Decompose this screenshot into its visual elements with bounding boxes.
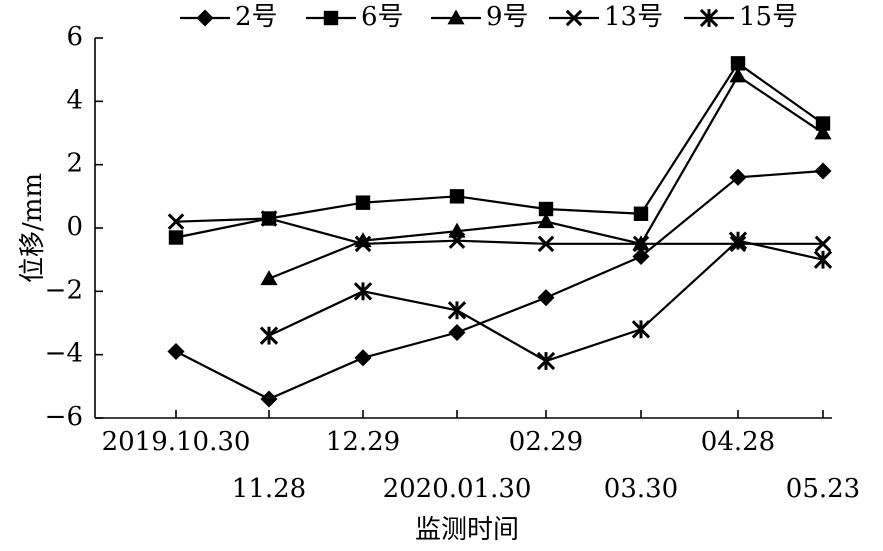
- data-point-asterisk: [353, 282, 373, 301]
- data-point-diamond: [632, 247, 650, 266]
- series-2号: [167, 162, 832, 408]
- legend-label: 6号: [361, 2, 404, 32]
- x-tick-label: 2019.10.30: [102, 427, 251, 457]
- legend-item: 6号: [306, 2, 404, 32]
- x-marker-stroke: [537, 235, 555, 253]
- x-marker-stroke: [814, 235, 832, 253]
- legend: 2号 6号 9号 13号 15号: [180, 2, 798, 32]
- data-point-diamond: [260, 390, 278, 408]
- x-tick-label: 02.29: [509, 427, 583, 457]
- y-tick-label: −4: [45, 339, 83, 369]
- data-point-x: [167, 213, 185, 230]
- legend-label: 13号: [604, 2, 663, 32]
- data-point-x: [354, 235, 372, 253]
- data-point-asterisk: [699, 8, 719, 28]
- data-point-asterisk: [536, 351, 556, 371]
- data-point-asterisk: [447, 301, 467, 320]
- y-tick-label: 6: [66, 22, 83, 52]
- data-point-x: [814, 235, 832, 253]
- data-point-square: [355, 195, 371, 210]
- x-marker-stroke: [260, 210, 278, 227]
- data-point-triangle: [260, 270, 278, 286]
- y-tick-label: −6: [45, 402, 83, 432]
- x-tick-label: 2020.01.30: [383, 474, 532, 504]
- legend-label: 9号: [486, 2, 529, 32]
- x-tick-label: 04.28: [701, 427, 775, 457]
- data-point-asterisk: [728, 231, 748, 250]
- data-point-asterisk: [813, 250, 833, 269]
- data-point-diamond: [167, 342, 185, 361]
- series-line: [175, 217, 823, 245]
- data-point-square: [815, 116, 831, 131]
- x-tick-label: 03.30: [604, 474, 678, 504]
- data-point-x: [448, 232, 466, 249]
- series-15号: [259, 231, 833, 371]
- data-point-asterisk: [259, 326, 279, 345]
- x-marker-stroke: [354, 235, 372, 253]
- series-line: [175, 61, 824, 239]
- y-tick-label: −2: [45, 275, 83, 305]
- x-marker-stroke: [167, 213, 185, 230]
- data-point-diamond: [729, 168, 747, 186]
- legend-item: 15号: [684, 2, 798, 32]
- series-13号: [167, 210, 832, 253]
- y-axis-title: 位移/mm: [18, 173, 48, 283]
- x-tick-label: 12.29: [326, 427, 400, 457]
- data-point-square: [730, 56, 746, 71]
- plot-area: [167, 56, 833, 408]
- y-tick-label: 4: [66, 85, 83, 115]
- legend-label: 2号: [235, 2, 278, 32]
- data-point-square: [449, 189, 465, 204]
- data-point-triangle: [448, 222, 466, 238]
- series-line: [175, 169, 824, 401]
- x-tick-label: 05.23: [786, 474, 860, 504]
- data-point-x: [632, 235, 650, 253]
- data-point-x: [565, 9, 583, 27]
- data-point-x: [260, 210, 278, 227]
- data-point-diamond: [448, 323, 466, 342]
- legend-item: 13号: [549, 2, 663, 32]
- data-point-square: [323, 10, 339, 26]
- data-point-square: [168, 230, 184, 245]
- data-point-square: [538, 201, 554, 217]
- data-point-x: [537, 235, 555, 253]
- legend-item: 2号: [180, 2, 278, 32]
- legend-label: 15号: [739, 2, 798, 32]
- x-tick-label: 11.28: [232, 474, 306, 504]
- axes: [94, 38, 832, 419]
- legend-item: 9号: [431, 2, 529, 32]
- data-point-diamond: [537, 289, 555, 307]
- data-point-triangle: [729, 67, 747, 83]
- data-point-diamond: [354, 349, 372, 367]
- data-point-square: [633, 206, 649, 221]
- data-point-asterisk: [631, 320, 651, 339]
- x-marker-stroke: [565, 9, 583, 27]
- x-marker-stroke: [448, 232, 466, 249]
- data-point-triangle: [447, 9, 465, 25]
- x-axis-title: 监测时间: [415, 515, 519, 545]
- data-point-diamond: [196, 9, 214, 27]
- x-ticks: 2019.10.30 11.28 12.29 2020.01.30 02.29 03.30…: [102, 410, 860, 504]
- y-tick-label: 2: [66, 149, 83, 179]
- y-tick-label: 0: [66, 212, 83, 242]
- data-point-triangle: [537, 213, 555, 229]
- data-point-diamond: [814, 162, 832, 180]
- x-marker-stroke: [632, 235, 650, 253]
- y-ticks: −6 −4 −2 0 2 4 6: [45, 22, 103, 432]
- data-point-triangle: [814, 124, 832, 140]
